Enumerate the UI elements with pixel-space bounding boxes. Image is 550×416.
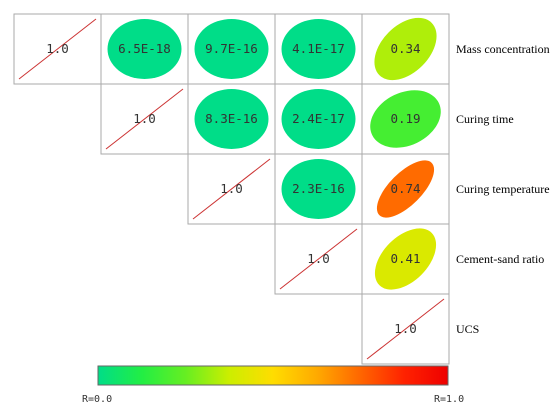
variable-label: Curing time	[456, 112, 514, 126]
correlation-cell: 1.0	[274, 223, 363, 295]
correlation-cell: 2.3E-16	[274, 153, 363, 225]
correlation-cell: 1.0	[13, 13, 102, 85]
cell-value-label: 1.0	[220, 181, 243, 196]
cell-value-label: 4.1E-17	[292, 41, 345, 56]
correlation-cell: 2.4E-17	[274, 83, 363, 155]
cell-value-label: 9.7E-16	[205, 41, 258, 56]
correlation-ellipse	[370, 90, 441, 148]
cells-layer: 1.0 6.5E-18 9.7E-16 4.1E-17 0.34 1.0 8.3E-16 2.…	[13, 13, 450, 365]
correlation-cell: 0.34	[361, 13, 450, 85]
correlation-cell: 1.0	[361, 293, 450, 365]
colorbar-max-label: R=1.0	[434, 394, 464, 405]
cell-value-label: 8.3E-16	[205, 111, 258, 126]
correlation-cell: 0.74	[361, 153, 450, 225]
diagonal-line	[366, 298, 445, 360]
cell-value-label: 6.5E-18	[118, 41, 171, 56]
correlation-ellipse	[374, 17, 437, 81]
correlation-cell: 8.3E-16	[187, 83, 276, 155]
cell-value-label: 1.0	[46, 41, 69, 56]
cell-value-label: 0.34	[390, 41, 420, 56]
cell-value-label: 1.0	[307, 251, 330, 266]
variable-label: Mass concentration	[456, 42, 550, 56]
variable-label: Curing temperature	[456, 182, 550, 196]
correlation-ellipse	[374, 228, 437, 290]
correlation-ellipse	[194, 19, 269, 79]
correlation-ellipse	[281, 19, 356, 79]
correlation-cell: 6.5E-18	[100, 13, 189, 85]
correlation-ellipse	[376, 160, 435, 218]
cell-value-label: 0.41	[390, 251, 420, 266]
correlation-ellipse	[281, 159, 356, 219]
variable-label: UCS	[456, 322, 479, 336]
correlation-cell: 1.0	[100, 83, 189, 155]
cell-value-label: 1.0	[133, 111, 156, 126]
correlation-cell: 9.7E-16	[187, 13, 276, 85]
correlation-ellipse	[281, 89, 356, 149]
correlation-cell: 4.1E-17	[274, 13, 363, 85]
colorbar-min-label: R=0.0	[82, 394, 112, 405]
diagonal-line	[18, 18, 97, 80]
variable-label: Cement-sand ratio	[456, 252, 544, 266]
cell-value-label: 0.19	[390, 111, 420, 126]
correlation-ellipse	[107, 19, 182, 79]
row-labels: Mass concentration Curing time Curing temp…	[456, 42, 550, 336]
correlation-cell: 0.41	[361, 223, 450, 295]
diagonal-line	[192, 158, 271, 220]
correlation-ellipse	[194, 89, 269, 149]
correlation-cell: 1.0	[187, 153, 276, 225]
cell-value-label: 2.3E-16	[292, 181, 345, 196]
cell-value-label: 0.74	[390, 181, 420, 196]
diagonal-line	[279, 228, 358, 290]
cell-value-label: 2.4E-17	[292, 111, 345, 126]
diagonal-line	[105, 88, 184, 150]
colorbar: R=0.0 R=1.0	[82, 365, 464, 405]
colorbar-bar	[97, 365, 449, 386]
correlation-cell: 0.19	[361, 83, 450, 155]
cell-value-label: 1.0	[394, 321, 417, 336]
